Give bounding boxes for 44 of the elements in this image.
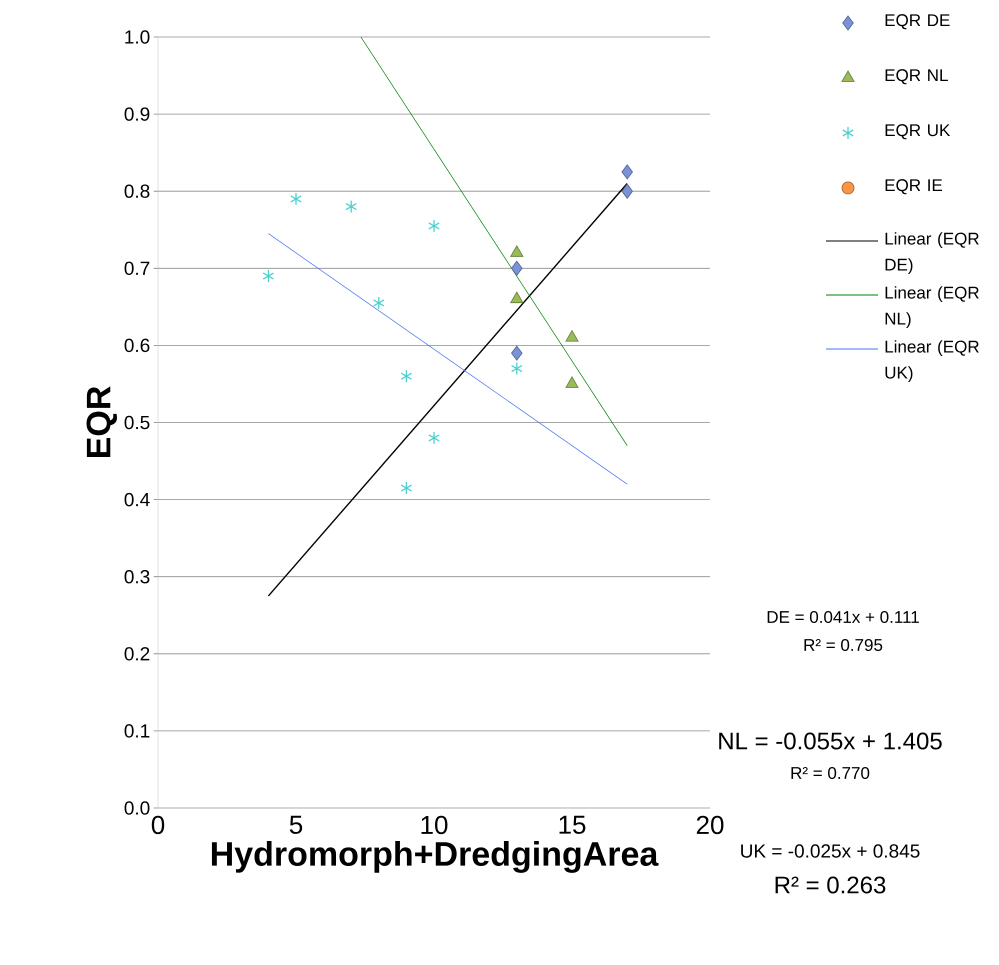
x-tick-label: 0 [152, 816, 164, 834]
y-tick-label: 0.1 [124, 724, 150, 738]
text: R² = 0.795 [804, 638, 882, 652]
text: R² = 0.770 [791, 766, 870, 780]
x-tick-label: 5 [290, 816, 302, 834]
y-tick-label: 0.0 [124, 801, 150, 815]
y-tick-label: 0.9 [124, 107, 150, 121]
text: UK = -0.025x + 0.845 [741, 844, 920, 858]
point [290, 192, 302, 206]
point [345, 200, 358, 214]
point [400, 481, 412, 495]
x-tick-label: 15 [560, 816, 586, 834]
point [372, 296, 385, 310]
y-tick-label: 0.5 [124, 416, 150, 430]
text: NL = -0.055x + 1.405 [719, 732, 942, 750]
point [511, 346, 523, 361]
text: DE = 0.041x + 0.111 [768, 610, 919, 624]
x-tick-label: 20 [696, 816, 724, 834]
text: R² = 0.263 [776, 876, 886, 894]
point [622, 184, 633, 199]
y-tick-label: 0.6 [124, 338, 150, 352]
point [262, 269, 274, 283]
legend-label: EQR NL [886, 69, 948, 84]
y-tick-label: 0.3 [124, 570, 150, 584]
point [510, 362, 523, 376]
legend-label: Linear (EQR DE) [886, 232, 979, 274]
y-axis-title: EQR [86, 386, 117, 458]
y-tick-label: 0.8 [124, 184, 150, 198]
legend-label: EQR IE [886, 179, 942, 194]
y-tick-label: 1.0 [125, 30, 150, 44]
y-tick-label: 0.7 [124, 262, 150, 276]
point [400, 370, 412, 383]
legend-label: Linear (EQR UK) [886, 340, 979, 382]
y-tick-label: 0.2 [124, 647, 150, 661]
y-tick-label: 0.4 [124, 492, 150, 506]
legend-label: Linear (EQR NL) [886, 286, 979, 328]
x-axis-title: Hydromorph+DredgingArea [212, 841, 659, 873]
point [511, 260, 523, 276]
x-tick-label: 10 [422, 816, 448, 834]
point [622, 164, 633, 180]
legend-label: EQR UK [886, 124, 950, 140]
legend-label: EQR DE [886, 14, 950, 30]
point [428, 431, 440, 445]
point [428, 219, 440, 233]
